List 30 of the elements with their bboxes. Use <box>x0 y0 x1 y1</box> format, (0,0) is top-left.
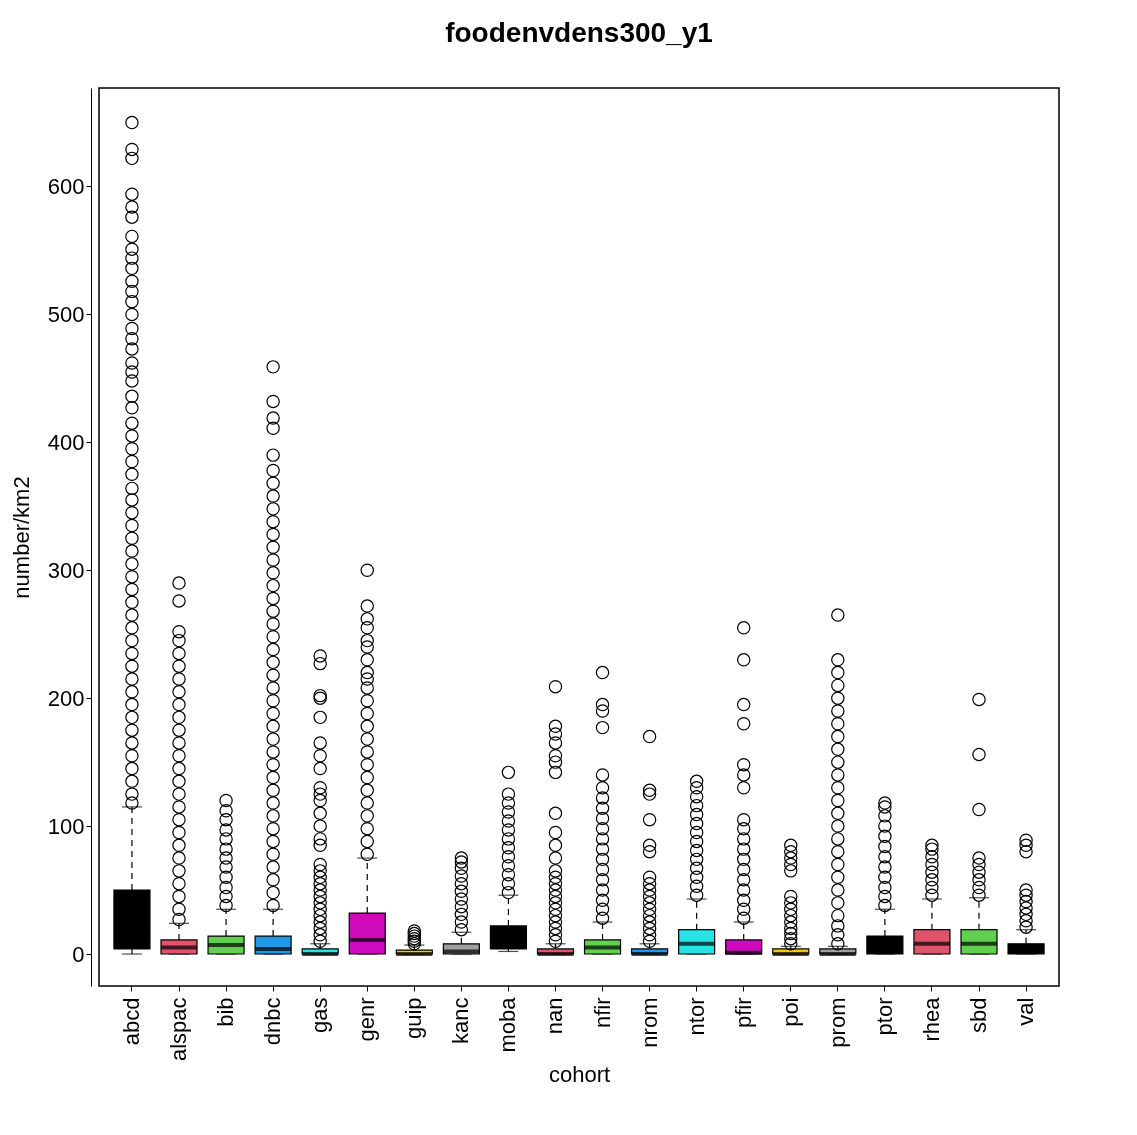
chart-title: foodenvdens300_y1 <box>445 17 713 48</box>
y-tick-label: 0 <box>72 941 85 967</box>
y-tick-label: 300 <box>47 557 85 583</box>
x-tick-label: kanc <box>448 997 474 1044</box>
x-tick-label: dnbc <box>260 997 286 1046</box>
x-tick-label: bib <box>213 997 239 1027</box>
x-tick-label: alspac <box>166 997 191 1062</box>
x-tick-label: ntor <box>683 997 709 1036</box>
x-tick-label: nfir <box>589 997 615 1029</box>
y-tick-label: 200 <box>47 685 85 711</box>
x-tick-label: gas <box>307 997 333 1033</box>
x-tick-label: moba <box>495 996 521 1053</box>
x-tick-label: poi <box>777 997 803 1027</box>
y-tick-label: 100 <box>47 813 85 839</box>
y-axis-title: number/km2 <box>8 476 34 599</box>
x-tick-label: genr <box>354 997 380 1042</box>
y-tick-label: 500 <box>47 301 85 327</box>
x-tick-label: prom <box>824 997 850 1048</box>
x-tick-label: guip <box>401 997 427 1040</box>
x-tick-label: nrom <box>636 997 662 1048</box>
x-tick-label: rhea <box>918 996 944 1042</box>
x-tick-label: nan <box>542 997 568 1035</box>
x-tick-label: val <box>1013 997 1039 1026</box>
y-tick-label: 600 <box>47 174 85 199</box>
x-tick-label: ptor <box>871 997 897 1036</box>
x-tick-label: pfir <box>730 997 756 1029</box>
y-tick-label: 400 <box>47 429 85 455</box>
x-tick-label: abcd <box>118 997 144 1046</box>
x-tick-label: sbd <box>966 997 991 1033</box>
x-axis-title: cohort <box>548 1062 611 1088</box>
